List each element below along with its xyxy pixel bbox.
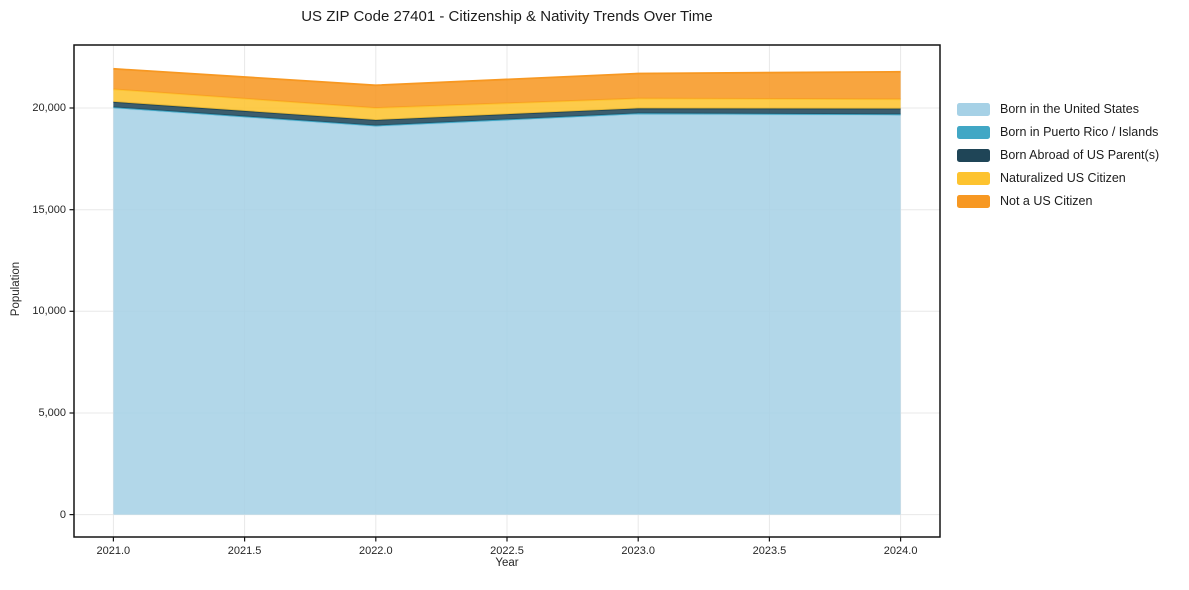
legend-item-3: Naturalized US Citizen <box>957 171 1159 186</box>
y-tick-label: 0 <box>59 508 66 521</box>
y-tick-label: 10,000 <box>32 305 66 318</box>
legend-swatch <box>957 195 990 208</box>
legend-label: Born in Puerto Rico / Islands <box>1000 125 1159 139</box>
legend-item-4: Not a US Citizen <box>957 194 1159 209</box>
x-tick-label: 2024.0 <box>883 545 918 557</box>
area-series-0 <box>113 108 901 515</box>
x-tick-label: 2023.5 <box>752 545 787 557</box>
legend: Born in the United States Born in Puerto … <box>957 102 1159 217</box>
legend-label: Born Abroad of US Parent(s) <box>1000 148 1160 162</box>
legend-label: Not a US Citizen <box>1000 194 1093 208</box>
x-tick-label: 2022.5 <box>490 545 524 557</box>
x-tick-label: 2021.5 <box>227 545 262 557</box>
legend-item-1: Born in Puerto Rico / Islands <box>957 125 1159 140</box>
legend-item-0: Born in the United States <box>957 102 1159 117</box>
x-tick-label: 2023.0 <box>621 545 656 557</box>
area-series-2 <box>113 101 901 126</box>
area-edge-4 <box>113 67 901 87</box>
legend-item-2: Born Abroad of US Parent(s) <box>957 148 1159 163</box>
x-axis-label: Year <box>495 557 519 569</box>
y-tick-label: 20,000 <box>32 102 66 115</box>
legend-swatch <box>957 103 990 116</box>
x-tick-label: 2022.0 <box>358 545 393 557</box>
legend-swatch <box>957 126 990 139</box>
y-tick-label: 15,000 <box>32 203 66 216</box>
area-series-4 <box>113 68 901 108</box>
legend-label: Naturalized US Citizen <box>1000 171 1126 185</box>
legend-swatch <box>957 172 990 185</box>
chart-title: US ZIP Code 27401 - Citizenship & Nativi… <box>301 8 713 25</box>
legend-label: Born in the United States <box>1000 102 1139 116</box>
y-axis-label: Population <box>10 261 22 317</box>
y-tick-label: 5,000 <box>38 406 66 419</box>
legend-swatch <box>957 149 990 162</box>
x-tick-label: 2021.0 <box>96 545 131 557</box>
area-series-3 <box>113 89 901 120</box>
